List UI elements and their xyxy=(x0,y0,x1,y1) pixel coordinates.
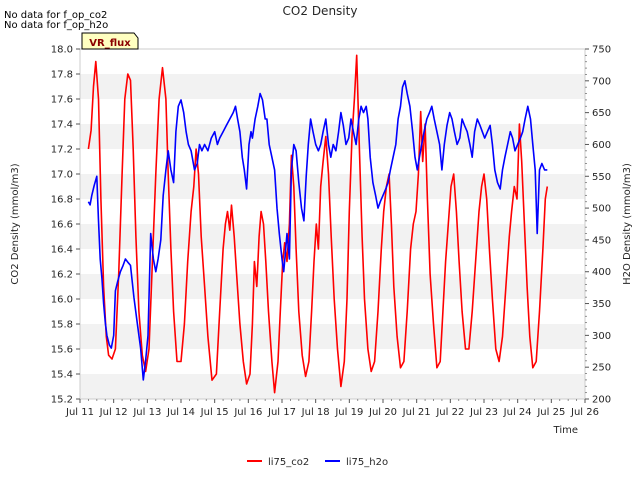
x-tick-label: Jul 20 xyxy=(368,407,397,418)
y-right-tick-label: 650 xyxy=(592,108,611,119)
y-axis-right: 200 250 300 350 400 450 500 550 600 650 700 750 xyxy=(585,45,611,406)
x-tick-label: Jul 18 xyxy=(301,407,330,418)
y-right-tick-label: 600 xyxy=(592,140,611,151)
y-left-tick-label: 17.8 xyxy=(51,70,73,81)
legend: li75_co2 li75_h2o xyxy=(247,457,388,468)
y-right-tick-label: 450 xyxy=(592,235,611,246)
y-left-tick-label: 16.8 xyxy=(51,195,73,206)
y-right-tick-label: 200 xyxy=(592,395,611,406)
y-left-tick-label: 18.0 xyxy=(51,45,73,56)
y-right-tick-label: 750 xyxy=(592,45,611,56)
x-tick-label: Jul 11 xyxy=(65,407,94,418)
no-data-note-h2o: No data for f_op_h2o xyxy=(4,20,108,31)
grid-band xyxy=(80,224,585,249)
vr-flux-badge: VR_flux xyxy=(81,32,139,50)
y-right-tick-label: 700 xyxy=(592,76,611,87)
legend-label-h2o: li75_h2o xyxy=(346,457,388,468)
grid-band xyxy=(80,324,585,349)
y-right-tick-label: 350 xyxy=(592,299,611,310)
grid-band xyxy=(80,374,585,399)
y-right-tick-label: 250 xyxy=(592,363,611,374)
y-left-tick-label: 15.4 xyxy=(51,370,73,381)
x-tick-label: Jul 15 xyxy=(200,407,229,418)
x-tick-label: Jul 17 xyxy=(267,407,296,418)
y-left-tick-label: 15.8 xyxy=(51,320,73,331)
legend-label-co2: li75_co2 xyxy=(268,457,309,468)
x-tick-label: Jul 23 xyxy=(469,407,498,418)
x-axis-title: Time xyxy=(553,425,578,436)
no-data-note-co2: No data for f_op_co2 xyxy=(4,10,107,21)
x-tick-label: Jul 22 xyxy=(435,407,464,418)
x-tick-label: Jul 25 xyxy=(536,407,565,418)
y-left-tick-label: 16.4 xyxy=(51,245,73,256)
y-axis-right-title: H2O Density (mmol/m3) xyxy=(622,163,633,285)
x-tick-label: Jul 21 xyxy=(402,407,431,418)
badge-label: VR_flux xyxy=(89,38,131,49)
y-left-tick-label: 16.2 xyxy=(51,270,73,281)
y-left-tick-label: 16.0 xyxy=(51,295,73,306)
x-tick-label: Jul 19 xyxy=(334,407,363,418)
y-right-tick-label: 300 xyxy=(592,331,611,342)
y-right-tick-label: 550 xyxy=(592,172,611,183)
y-left-tick-label: 17.4 xyxy=(51,120,73,131)
x-tick-label: Jul 16 xyxy=(233,407,262,418)
y-right-tick-label: 500 xyxy=(592,204,611,215)
grid-band xyxy=(80,74,585,99)
series-layer xyxy=(87,54,549,394)
y-left-tick-label: 15.2 xyxy=(51,395,73,406)
x-tick-label: Jul 14 xyxy=(166,407,195,418)
y-left-tick-label: 17.6 xyxy=(51,95,73,106)
y-axis-left: 15.2 15.4 15.6 15.8 16.0 16.2 16.4 16.6 16.8 17.0… xyxy=(51,45,80,406)
y-left-tick-label: 15.6 xyxy=(51,345,73,356)
y-axis-left-title: CO2 Density (mmol/m3) xyxy=(10,163,21,284)
y-left-tick-label: 17.2 xyxy=(51,145,73,156)
y-left-tick-label: 16.6 xyxy=(51,220,73,231)
series-line-li75_co2 xyxy=(87,54,549,394)
series-line-li75_h2o xyxy=(87,80,548,381)
x-axis: Jul 11 Jul 12 Jul 13 Jul 14 Jul 15 Jul 16 Jul … xyxy=(65,399,599,418)
y-right-tick-label: 400 xyxy=(592,267,611,278)
x-tick-label: Jul 26 xyxy=(570,407,599,418)
x-tick-label: Jul 12 xyxy=(99,407,128,418)
x-tick-label: Jul 24 xyxy=(503,407,532,418)
badge-shape xyxy=(81,32,139,50)
chart-title: CO2 Density xyxy=(283,4,358,18)
x-tick-label: Jul 13 xyxy=(132,407,161,418)
y-left-tick-label: 17.0 xyxy=(51,170,73,181)
